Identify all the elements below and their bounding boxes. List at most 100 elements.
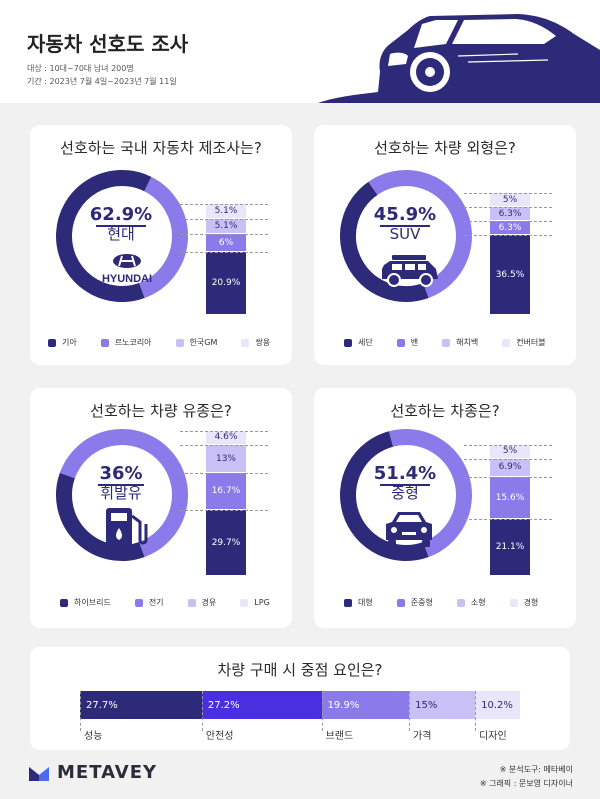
suv-icon — [382, 255, 438, 287]
category-tick — [321, 691, 323, 731]
legend-label: 세단 — [358, 338, 373, 347]
category-label: 안전성 — [205, 731, 234, 742]
legend-item: 쌍용 — [241, 337, 270, 348]
highlight-label: 현대 — [107, 225, 135, 243]
bar-segment: 20.9% — [206, 252, 246, 314]
bar-segment: 15% — [409, 691, 476, 719]
legend-swatch — [344, 338, 352, 347]
bar-segment: 27.7% — [80, 691, 202, 719]
legend-label: 해치백 — [456, 338, 479, 347]
legend-label: 대형 — [358, 598, 373, 607]
legend-swatch — [396, 598, 405, 607]
metavey-logo-icon — [29, 766, 49, 781]
legend-item: LPG — [240, 598, 270, 607]
chart-card-purchase-factors: 차량 구매 시 중점 요인은? 27.7% 성능 27.2% 안전성 19.9% 브랜드 1… — [30, 647, 570, 750]
highlight-value: 45.9% — [373, 204, 437, 225]
legend-label: 소형 — [470, 598, 486, 607]
hyundai-logo-icon: HYUNDAI — [102, 254, 152, 285]
bar-segment: 6.3% — [490, 207, 530, 221]
survey-target: 대상 : 10대~70대 남녀 200명 — [27, 64, 134, 73]
car-front-icon — [386, 512, 432, 547]
donut-chart — [340, 429, 472, 561]
legend-swatch — [502, 338, 511, 347]
bar-segment: 6.9% — [490, 458, 530, 477]
category-label: 가격 — [413, 731, 432, 742]
highlight-value: 36% — [99, 463, 143, 484]
leader-dash — [180, 203, 268, 205]
leader-dash — [180, 510, 268, 512]
legend-swatch — [509, 598, 518, 607]
leader-dash — [464, 207, 552, 209]
legend-item: 대형 — [344, 597, 373, 608]
category-label: 브랜드 — [325, 731, 354, 742]
donut-remainder-arc — [59, 429, 188, 557]
highlight-underline — [98, 484, 144, 486]
legend-label: 쌍용 — [255, 338, 271, 347]
legend-label: 하이브리드 — [74, 598, 111, 607]
category-tick — [201, 691, 203, 731]
donut-remainder-arc — [138, 176, 188, 298]
bar-segment: 16.7% — [206, 473, 246, 510]
leader-dash — [180, 473, 268, 475]
legend-swatch — [442, 338, 451, 347]
bar-segment: 36.5% — [490, 235, 530, 314]
leader-dash — [464, 193, 552, 195]
legend-swatch — [48, 338, 56, 347]
leader-dash — [464, 519, 552, 521]
bar-segment: 6.3% — [490, 221, 530, 235]
header: 자동차 선호도 조사 대상 : 10대~70대 남녀 200명 기간 : 202… — [0, 0, 600, 103]
highlight-underline — [96, 225, 146, 227]
leader-dash — [464, 458, 552, 460]
highlight-label: 휘발유 — [100, 484, 142, 502]
donut-chart — [56, 170, 188, 302]
legend-label: 준중형 — [410, 598, 433, 607]
highlight-label: 중형 — [391, 484, 419, 502]
leader-dash — [180, 252, 268, 254]
legend-item: 경유 — [187, 597, 216, 608]
legend-item: 한국GM — [175, 337, 217, 348]
chart-title: 선호하는 차량 유종은? — [90, 402, 232, 420]
donut-highlight-arc — [56, 170, 152, 302]
legend-swatch — [187, 598, 196, 607]
legend-label: 컨버터블 — [516, 338, 546, 347]
bar-segment: 4.6% — [206, 430, 246, 444]
chart-card-car-size: 선호하는 차종은? 51.4% 중형 대형 준중형 소형 경형 21.1% 15.6% 6… — [314, 388, 576, 628]
legend-swatch — [241, 338, 250, 347]
logo-text: HYUNDAI — [102, 273, 152, 285]
legend: 대형 준중형 소형 경형 — [344, 597, 538, 608]
chart-card-body-type: 선호하는 차량 외형은? 45.9% SUV 세단 밴 해치백 컨버터블 36.5% 6… — [314, 125, 576, 365]
bar-segment: 19.9% — [321, 691, 410, 719]
legend-item: 르노코리아 — [100, 337, 152, 348]
legend-item: 기아 — [48, 337, 77, 348]
legend-label: 전기 — [148, 598, 164, 607]
bar-segment: 29.7% — [206, 510, 246, 575]
chart-card-manufacturer: 선호하는 국내 자동차 제조사는? 62.9% 현대 HYUNDAI 기아 르노코… — [30, 125, 292, 365]
leader-dash — [180, 444, 268, 446]
credit-tool: ※ 분석도구: 메타베이 — [499, 765, 573, 774]
leader-dash — [180, 430, 268, 432]
chart-title: 차량 구매 시 중점 요인은? — [217, 661, 383, 679]
category-tick — [80, 691, 81, 731]
donut-highlight-arc — [340, 181, 429, 302]
legend-item: 경형 — [509, 597, 539, 608]
legend-swatch — [344, 598, 352, 607]
chart-title: 선호하는 국내 자동차 제조사는? — [60, 139, 262, 157]
brand-logo: METAVEY — [27, 762, 157, 783]
legend-item: 컨버터블 — [502, 337, 546, 348]
page-title: 자동차 선호도 조사 — [27, 32, 189, 56]
legend: 세단 밴 해치백 컨버터블 — [344, 337, 546, 348]
legend-label: 경형 — [523, 598, 539, 607]
bar-segment: 13% — [206, 444, 246, 473]
bar-segment: 27.2% — [201, 691, 322, 719]
survey-period: 기간 : 2023년 7월 4일~2023년 7월 11일 — [27, 77, 177, 86]
category-tick — [475, 691, 477, 731]
bar-segment: 15.6% — [490, 477, 530, 519]
fuel-pump-icon — [106, 508, 148, 550]
donut-chart — [340, 170, 472, 302]
legend-swatch — [456, 598, 465, 607]
credit-graphic: ※ 그래픽 : 문보영 디자이너 — [479, 779, 573, 788]
highlight-underline — [380, 484, 430, 486]
bar-segment: 5% — [490, 193, 530, 207]
legend-label: LPG — [254, 598, 270, 607]
legend-item: 전기 — [134, 597, 164, 608]
